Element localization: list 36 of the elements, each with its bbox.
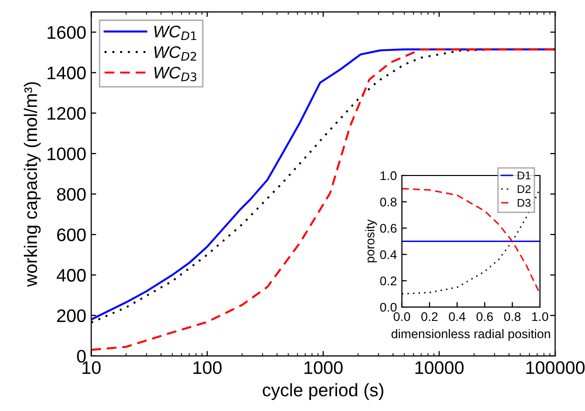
y-tick-label: 0.4 [380, 250, 397, 260]
y-tick-label: 1000 [48, 148, 86, 160]
x-tick-label: 1.0 [532, 312, 548, 322]
y-tick-label: 1400 [48, 66, 86, 80]
x-tick-label: 0.4 [448, 312, 466, 322]
x-tick-label: 0.8 [504, 312, 520, 322]
x-axis-title: cycle period (s) [262, 383, 384, 400]
legend-label: WC$_{D3}$ [154, 66, 196, 82]
y-tick-label: 1600 [48, 26, 86, 39]
x-tick-label: 1000 [304, 361, 343, 374]
legend-label: WC$_{D2}$ [154, 46, 196, 61]
x-tick-label: 10 [82, 361, 101, 374]
x-tick-label: 10000 [415, 361, 464, 374]
y-tick-label: 0.6 [380, 224, 396, 233]
legend-label: WC$_{D1}$ [154, 26, 196, 40]
x-axis-title: dimensionless radial position [392, 329, 550, 341]
y-tick-label: 200 [57, 309, 86, 322]
y-axis-title: porosity [365, 219, 377, 262]
y-tick-label: 1.0 [380, 171, 397, 180]
y-tick-label: 0.8 [380, 198, 396, 206]
x-tick-label: 0.0 [394, 312, 410, 322]
y-tick-label: 0.2 [380, 276, 396, 286]
legend-label: D1 [518, 172, 531, 180]
y-tick-label: 800 [57, 188, 86, 201]
x-tick-label: 0.6 [476, 312, 493, 322]
x-tick-label: 0.2 [421, 312, 438, 322]
legend-label: D3 [518, 198, 531, 207]
x-tick-label: 100000 [526, 361, 585, 374]
legend-label: D2 [518, 185, 531, 193]
y-tick-label: 0 [77, 350, 86, 363]
y-tick-label: 600 [57, 228, 86, 242]
y-axis-title: working capacity (mol/m³) [24, 82, 41, 287]
y-tick-label: 1200 [48, 107, 86, 120]
y-tick-label: 400 [56, 268, 86, 282]
x-tick-label: 100 [194, 361, 222, 374]
y-tick-label: 0.0 [380, 302, 397, 312]
